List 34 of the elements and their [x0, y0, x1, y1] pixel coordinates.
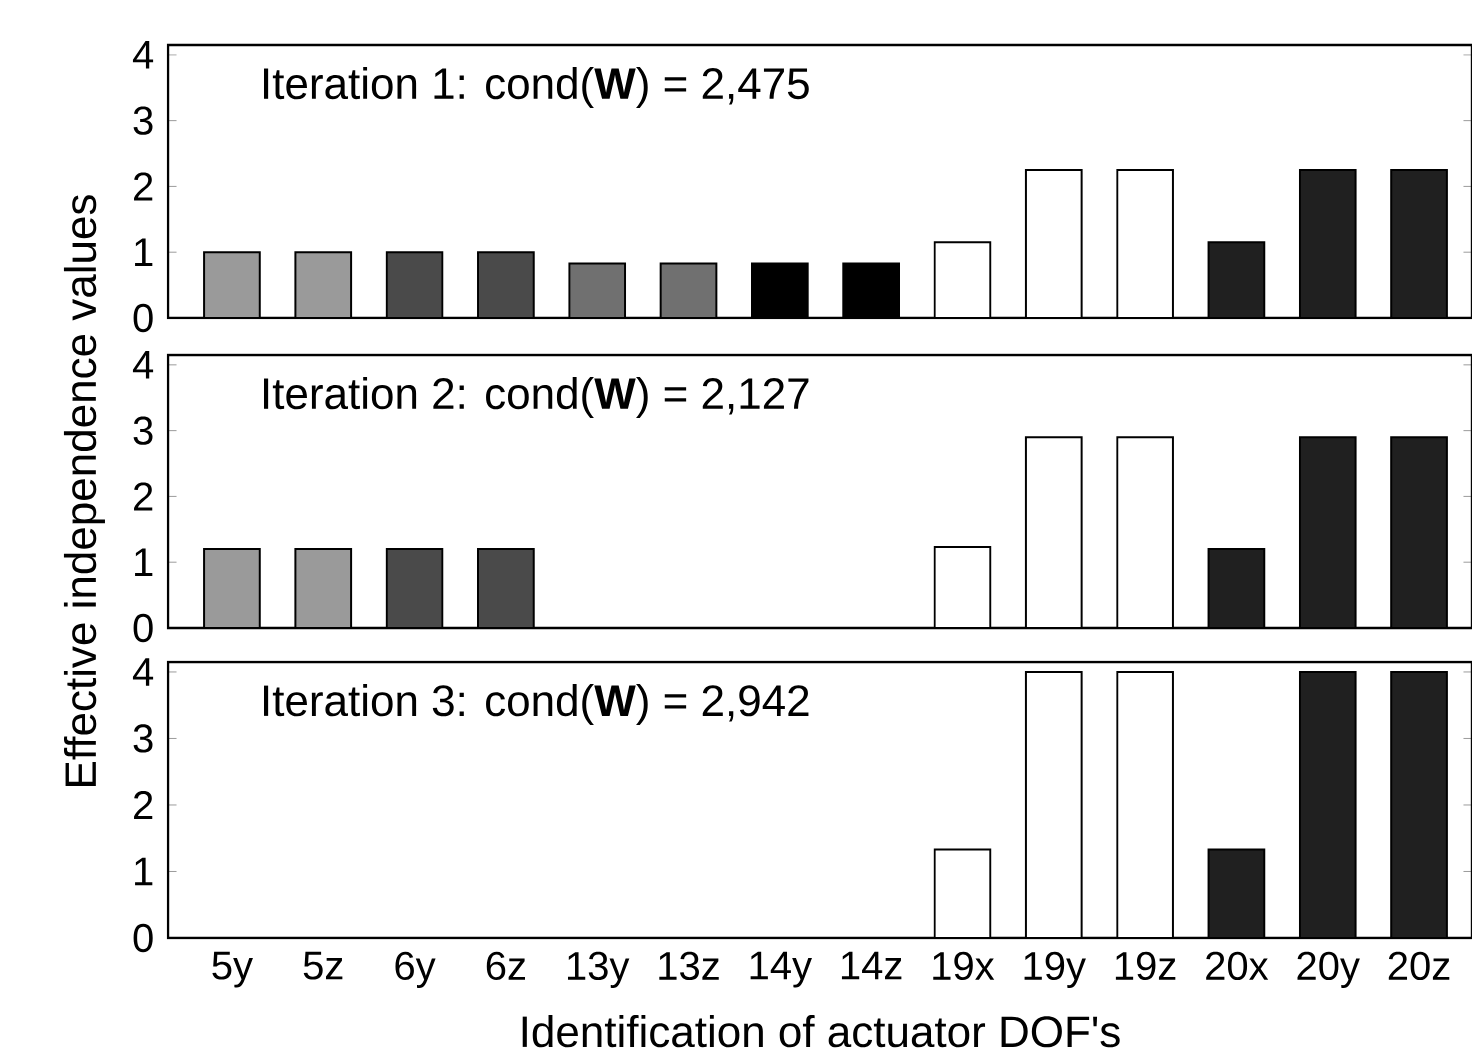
x-tick-label: 19z	[1115, 951, 1176, 981]
x-tick-label: 13y	[567, 951, 630, 988]
y-tick-label: 1	[135, 548, 153, 576]
x-tick-label: 19x	[933, 951, 995, 981]
y-tick-label: 2	[134, 482, 153, 511]
y-tick-label: 4	[132, 41, 154, 69]
x-tick-label: 14z	[841, 951, 902, 980]
x-tick-label: 13z	[659, 951, 719, 981]
y-axis-title: Effective independence values	[63, 195, 105, 786]
y-tick-label: 1	[135, 857, 153, 886]
x-tick-label: 20x	[1206, 951, 1269, 981]
y-tick-label: 0	[133, 303, 153, 333]
x-tick-label: 6z	[486, 951, 525, 981]
x-tick-label: 5y	[212, 951, 253, 988]
y-tick-label: 1	[135, 238, 153, 266]
chart-title: Iteration 1: cond(W) = 2,475	[264, 66, 809, 108]
chart-title: Iteration 2: cond(W) = 2,127	[264, 376, 809, 418]
x-tick-label: 20z	[1388, 951, 1450, 981]
x-tick-label: 5z	[303, 951, 343, 980]
x-tick-label: 20y	[1297, 951, 1360, 988]
x-axis-title: Identification of actuator DOF's	[522, 1015, 1120, 1048]
y-tick-label: 2	[134, 172, 153, 201]
x-tick-label: 19y	[1024, 951, 1086, 988]
y-tick-label: 0	[133, 613, 153, 643]
y-tick-label: 4	[132, 658, 154, 686]
y-tick-label: 4	[132, 351, 154, 379]
y-tick-label: 2	[134, 791, 153, 819]
y-tick-label: 3	[133, 724, 153, 753]
x-tick-label: 14y	[750, 951, 812, 988]
y-tick-label: 0	[133, 923, 153, 953]
y-tick-label: 3	[133, 106, 153, 135]
y-tick-label: 3	[133, 416, 153, 445]
chart-title: Iteration 3: cond(W) = 2,942	[264, 683, 809, 725]
x-tick-label: 6y	[395, 951, 436, 988]
